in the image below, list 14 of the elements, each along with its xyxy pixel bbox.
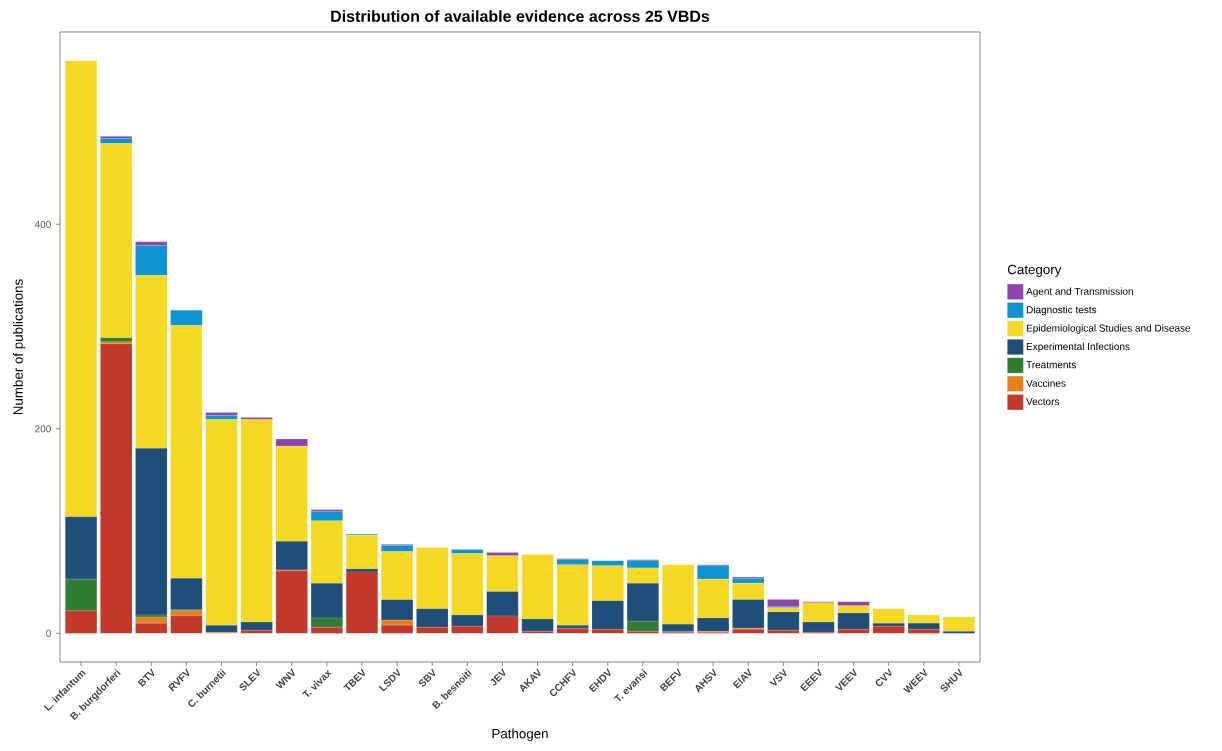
legend-label: Experimental Infections [1026,342,1130,353]
legend-label: Agent and Transmission [1026,287,1133,297]
y-tick-label: 400 [34,220,51,228]
legend-label: Vectors [1026,398,1060,406]
legend-label: Treatments [1026,361,1076,369]
y-tick-label: 0 [46,629,51,637]
legend-label: Vaccines [1026,379,1066,387]
legend-title: Category [1007,264,1062,277]
x-axis-title: Pathogen [492,728,548,742]
y-axis-title: Number of publications [13,279,26,415]
chart-title: Distribution of available evidence across 25 VBDs [331,10,710,22]
legend-label: Epidemiological Studies and Disease [1026,324,1191,334]
y-tick-label: 200 [35,425,51,433]
legend-label: Diagnostic tests [1026,305,1097,316]
